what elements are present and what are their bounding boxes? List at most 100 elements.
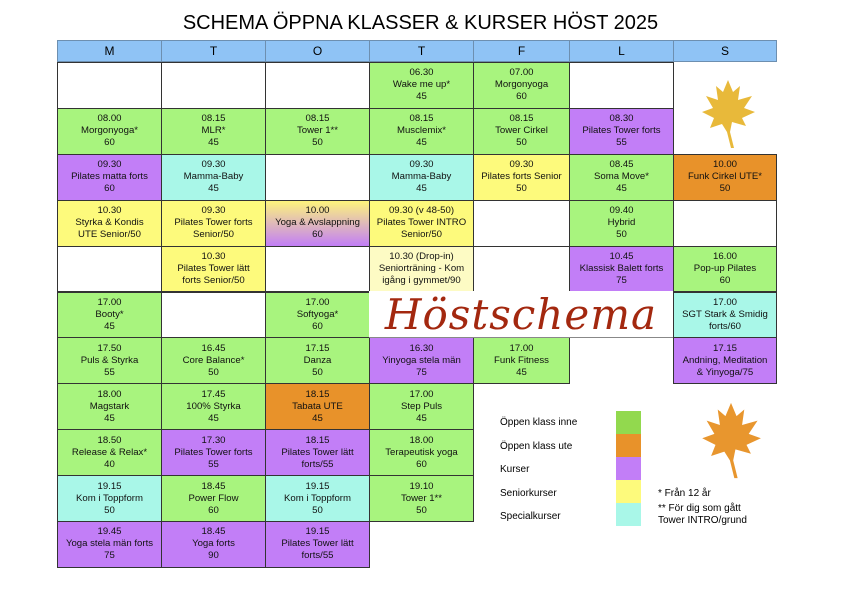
day-header: S (673, 40, 777, 62)
class-name: Power Flow (188, 492, 239, 504)
class-cell: 18.15 Pilates Tower lätt forts/55 (265, 429, 370, 477)
class-name: Pilates Tower INTRO (376, 217, 467, 229)
class-time: 18.15 (305, 388, 330, 400)
legend-swatch (616, 480, 641, 503)
class-time: 16.00 (712, 251, 737, 263)
class-time: 19.15 (305, 526, 330, 538)
note-tower-2: Tower INTRO/grund (658, 515, 747, 526)
class-name: Puls & Styrka (80, 354, 139, 366)
class-time: 08.15 (509, 113, 534, 125)
class-name: Yoga & Avslappning (275, 217, 360, 229)
empty-cell (265, 245, 370, 293)
class-time: 19.10 (409, 480, 434, 492)
empty-cell (569, 62, 674, 109)
class-name: Pop-up Pilates (693, 263, 757, 275)
day-header: O (265, 40, 370, 62)
class-time: 17.00 (305, 296, 330, 308)
class-name: Terapeutisk yoga (385, 446, 458, 458)
class-cell: 08.15 MLR* 45 (161, 107, 266, 155)
class-time: 18.15 (305, 434, 330, 446)
class-duration: 45 (208, 412, 219, 424)
empty-cell (473, 245, 570, 293)
class-name: Yoga stela män forts (65, 538, 154, 550)
class-time: 17.00 (509, 342, 534, 354)
class-name: Wake me up* (392, 79, 451, 91)
day-header: T (161, 40, 266, 62)
legend-swatch (616, 434, 641, 457)
empty-cell (265, 62, 370, 109)
class-duration: 50 (416, 504, 427, 516)
class-name: Step Puls (400, 400, 443, 412)
class-cell: 17.30 Pilates Tower forts 55 (161, 429, 266, 477)
class-duration: 50 (312, 504, 323, 516)
class-name: Mamma-Baby (391, 171, 452, 183)
class-cell: 09.30 (v 48-50) Pilates Tower INTRO Senior… (369, 199, 474, 247)
class-name: Kom i Toppform (75, 492, 143, 504)
class-duration: 50 (516, 183, 527, 195)
class-time: 09.30 (201, 205, 226, 217)
class-time: 18.00 (409, 434, 434, 446)
day-header: F (473, 40, 570, 62)
class-duration: 50 (104, 504, 115, 516)
class-time: 10.00 (712, 159, 737, 171)
class-duration: 50 (516, 137, 527, 149)
class-cell: 18.00 Terapeutisk yoga 60 (369, 429, 474, 477)
class-duration: 45 (312, 412, 323, 424)
class-name: Funk Cirkel UTE* (687, 171, 763, 183)
class-duration: & Yinyoga/75 (696, 366, 754, 378)
class-duration: 45 (516, 366, 527, 378)
class-cell: 17.00 Booty* 45 (57, 291, 162, 339)
class-cell: 09.30 Mamma-Baby 45 (369, 153, 474, 201)
note-tower: ** För dig som gått (658, 503, 741, 514)
class-cell: 06.30 Wake me up* 45 (369, 62, 474, 109)
class-cell: 17.00 SGT Stark & Smidig forts/60 (673, 291, 777, 339)
class-cell: 08.00 Morgonyoga* 60 (57, 107, 162, 155)
class-time: 09.30 (201, 159, 226, 171)
legend-label: Öppen klass ute (500, 440, 573, 452)
class-cell: 10.30 Styrka & Kondis UTE Senior/50 (57, 199, 162, 247)
class-duration: 75 (616, 275, 627, 287)
class-name: Pilates matta forts (71, 171, 148, 183)
class-name: Pilates Tower forts (582, 125, 661, 137)
class-duration: 60 (208, 504, 219, 516)
class-duration: 45 (416, 412, 427, 424)
class-cell: 09.40 Hybrid 50 (569, 199, 674, 247)
class-time: 17.00 (97, 296, 122, 308)
class-duration: 50 (312, 366, 323, 378)
class-time: 10.30 (Drop-in) (389, 251, 454, 263)
class-duration: 45 (416, 91, 427, 103)
class-time: 10.30 (201, 251, 226, 263)
class-name: Seniorträning - Kom (378, 263, 465, 275)
page-title: SCHEMA ÖPPNA KLASSER & KURSER HÖST 2025 (182, 12, 659, 34)
empty-cell (57, 245, 162, 293)
class-cell: 18.00 Magstark 45 (57, 383, 162, 431)
class-cell: 16.00 Pop-up Pilates 60 (673, 245, 777, 293)
class-name: MLR* (201, 125, 226, 137)
class-duration: forts/55 (301, 458, 334, 470)
class-duration: forts Senior/50 (182, 275, 245, 287)
class-time: 18.45 (201, 480, 226, 492)
maple-leaf-icon (702, 402, 761, 479)
class-duration: 45 (416, 137, 427, 149)
class-time: 17.50 (97, 342, 122, 354)
class-cell: 09.30 Pilates Tower forts Senior/50 (161, 199, 266, 247)
class-time: 10.00 (305, 205, 330, 217)
class-time: 16.45 (201, 342, 226, 354)
class-name: 100% Styrka (186, 400, 241, 412)
legend-swatch (616, 503, 641, 526)
class-cell: 10.00 Funk Cirkel UTE* 50 (673, 153, 777, 201)
class-cell: 17.50 Puls & Styrka 55 (57, 337, 162, 385)
class-name: Yoga forts (192, 538, 235, 550)
class-duration: 55 (616, 137, 627, 149)
class-cell: 18.45 Yoga forts 90 (161, 521, 266, 568)
class-time: 09.30 (509, 159, 534, 171)
class-name: Core Balance* (182, 354, 245, 366)
hostschema-banner: Höstschema (369, 290, 673, 339)
class-duration: 45 (616, 183, 627, 195)
class-time: 10.45 (609, 251, 634, 263)
class-cell: 07.00 Morgonyoga 60 (473, 62, 570, 109)
class-duration: 45 (104, 412, 115, 424)
class-duration: 75 (416, 366, 427, 378)
class-duration: 90 (208, 550, 219, 562)
class-time: 18.45 (201, 526, 226, 538)
